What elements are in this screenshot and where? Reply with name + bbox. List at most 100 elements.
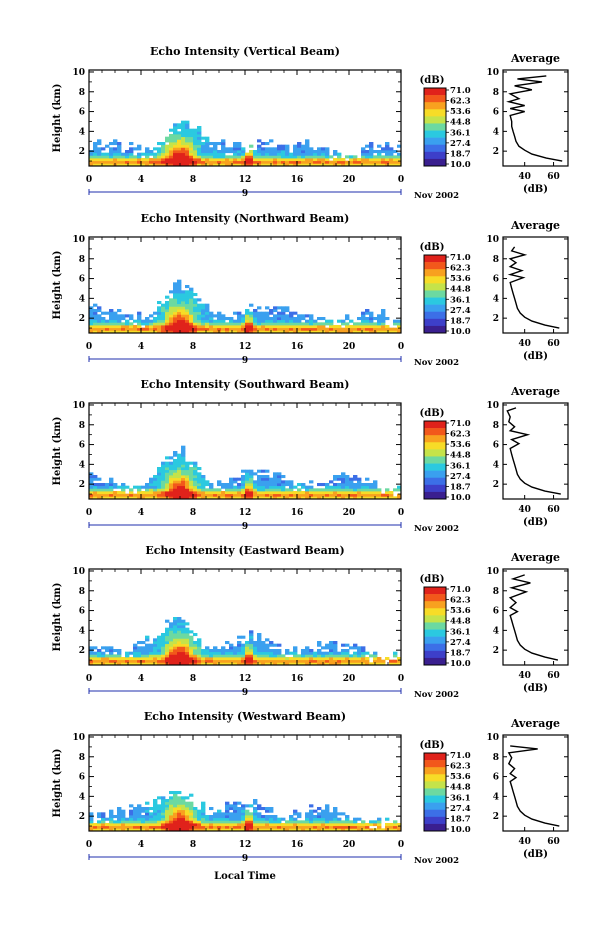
heatmap-cell bbox=[201, 809, 206, 813]
heatmap-cell bbox=[305, 649, 310, 653]
heatmap-cell bbox=[189, 804, 194, 808]
heatmap-cell bbox=[153, 799, 158, 803]
heatmap-cell bbox=[269, 317, 274, 321]
heatmap-cell bbox=[281, 317, 286, 321]
heatmap-cell bbox=[185, 815, 190, 819]
heatmap-cell bbox=[193, 311, 198, 315]
heatmap-cell bbox=[369, 496, 374, 500]
heatmap-cell bbox=[97, 649, 102, 653]
heatmap-cell bbox=[125, 651, 130, 655]
heatmap-cell bbox=[301, 322, 306, 326]
heatmap-cell bbox=[345, 330, 350, 334]
heatmap-cell bbox=[173, 139, 178, 143]
heatmap-cell bbox=[329, 319, 334, 323]
heatmap-cell bbox=[249, 641, 254, 645]
heatmap-cell bbox=[181, 136, 186, 140]
heatmap-cell bbox=[201, 475, 206, 479]
profile-x-tick-label: 40 bbox=[518, 837, 531, 847]
heatmap-cell bbox=[221, 314, 226, 318]
heatmap-cell bbox=[225, 812, 230, 816]
profile-y-tick-label: 4 bbox=[493, 626, 499, 636]
heatmap-cell bbox=[297, 158, 302, 162]
heatmap-cell bbox=[293, 812, 298, 816]
heatmap-cell bbox=[181, 796, 186, 800]
heatmap-cell bbox=[173, 453, 178, 457]
heatmap-cell bbox=[189, 467, 194, 471]
heatmap-cell bbox=[365, 496, 370, 500]
heatmap-cell bbox=[193, 309, 198, 313]
heatmap-cell bbox=[173, 646, 178, 650]
heatmap-cell bbox=[293, 144, 298, 148]
heatmap-cell bbox=[269, 817, 274, 821]
heatmap-cell bbox=[221, 319, 226, 323]
heatmap-cell bbox=[133, 493, 138, 497]
heatmap-cell bbox=[133, 828, 138, 832]
heatmap-cell bbox=[389, 158, 394, 162]
heatmap-cell bbox=[313, 327, 318, 331]
profile-title: Average bbox=[510, 717, 560, 730]
heatmap-cell bbox=[361, 828, 366, 832]
heatmap-cell bbox=[177, 453, 182, 457]
heatmap-cell bbox=[285, 649, 290, 653]
heatmap-cell bbox=[169, 142, 174, 146]
heatmap-cell bbox=[173, 617, 178, 621]
heatmap-cell bbox=[353, 163, 358, 167]
heatmap-cell bbox=[189, 163, 194, 167]
heatmap-cell bbox=[277, 649, 282, 653]
heatmap-cell bbox=[249, 493, 254, 497]
heatmap-cell bbox=[253, 472, 258, 476]
heatmap-cell bbox=[393, 163, 398, 167]
heatmap-cell bbox=[289, 158, 294, 162]
heatmap-cell bbox=[201, 817, 206, 821]
heatmap-cell bbox=[125, 327, 130, 331]
heatmap-cell bbox=[189, 136, 194, 140]
heatmap-cell bbox=[249, 472, 254, 476]
heatmap-cell bbox=[109, 823, 114, 827]
heatmap-cell bbox=[217, 654, 222, 658]
heatmap-cell bbox=[185, 152, 190, 156]
heatmap-cell bbox=[173, 627, 178, 631]
heatmap-cell bbox=[185, 796, 190, 800]
heatmap-cell bbox=[345, 314, 350, 318]
heatmap-cell bbox=[201, 160, 206, 164]
heatmap-cell bbox=[161, 152, 166, 156]
heatmap-cell bbox=[165, 643, 170, 647]
heatmap-cell bbox=[97, 317, 102, 321]
heatmap-cell bbox=[153, 160, 158, 164]
heatmap-cell bbox=[197, 142, 202, 146]
heatmap-cell bbox=[165, 158, 170, 162]
heatmap-cell bbox=[129, 150, 134, 154]
heatmap-cell bbox=[153, 662, 158, 666]
heatmap-cell bbox=[169, 327, 174, 331]
heatmap-cell bbox=[269, 160, 274, 164]
heatmap-cell bbox=[173, 160, 178, 164]
heatmap-cell bbox=[169, 298, 174, 302]
heatmap-cell bbox=[393, 828, 398, 832]
heatmap-cell bbox=[229, 807, 234, 811]
heatmap-cell bbox=[325, 651, 330, 655]
heatmap-cell bbox=[109, 812, 114, 816]
heatmap-cell bbox=[121, 327, 126, 331]
heatmap-cell bbox=[233, 496, 238, 500]
heatmap-cell bbox=[281, 662, 286, 666]
heatmap-cell bbox=[213, 147, 218, 151]
heatmap-cell bbox=[189, 160, 194, 164]
heatmap-cell bbox=[109, 152, 114, 156]
heatmap-cell bbox=[245, 327, 250, 331]
x-tick-label: 0 bbox=[86, 674, 92, 684]
heatmap-cell bbox=[305, 330, 310, 334]
heatmap-cell bbox=[245, 823, 250, 827]
heatmap-cell bbox=[161, 475, 166, 479]
heatmap-cell bbox=[89, 812, 94, 816]
heatmap-cell bbox=[229, 325, 234, 329]
heatmap-cell bbox=[141, 160, 146, 164]
heatmap-cell bbox=[233, 649, 238, 653]
x-tick-label: 4 bbox=[138, 342, 144, 352]
heatmap-cell bbox=[337, 659, 342, 663]
heatmap-cell bbox=[181, 317, 186, 321]
heatmap-cell bbox=[201, 807, 206, 811]
heatmap-cell bbox=[169, 461, 174, 465]
heatmap-cell bbox=[241, 483, 246, 487]
heatmap-cell bbox=[161, 485, 166, 489]
heatmap-cell bbox=[173, 123, 178, 127]
